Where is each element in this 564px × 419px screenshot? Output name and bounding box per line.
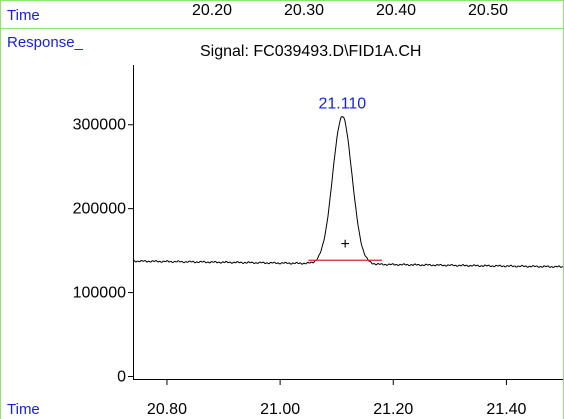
header-time-label: Time <box>7 7 40 24</box>
y-tick-label: 0 <box>117 368 126 385</box>
x-axis-ticks: 20.80 21.00 21.20 21.40 <box>147 379 527 418</box>
top-time-tick-label: 20.20 <box>192 2 232 19</box>
x-tick-label: 20.80 <box>147 401 187 418</box>
x-tick-label: 21.00 <box>260 401 300 418</box>
response-label: Response_ <box>7 34 84 51</box>
peak-rt-label: 21.110 <box>318 95 366 112</box>
y-tick-label: 200000 <box>73 201 126 218</box>
x-tick-label: 21.40 <box>486 401 526 418</box>
top-time-tick-label: 20.40 <box>376 2 416 19</box>
y-axis-ticks: 0 100000 200000 300000 <box>73 117 133 385</box>
x-axis-time-label: Time <box>7 401 40 418</box>
x-tick-label: 21.20 <box>373 401 413 418</box>
top-time-tick-label: 20.50 <box>468 2 508 19</box>
chart-title: Signal: FC039493.D\FID1A.CH <box>200 43 421 60</box>
signal-trace <box>132 115 564 269</box>
integration-marker: + <box>340 236 349 253</box>
top-time-ticks: 20.20 20.30 20.40 20.50 <box>192 2 508 19</box>
y-tick-label: 100000 <box>73 285 126 302</box>
top-time-tick-label: 20.30 <box>284 2 324 19</box>
y-tick-label: 300000 <box>73 117 126 134</box>
